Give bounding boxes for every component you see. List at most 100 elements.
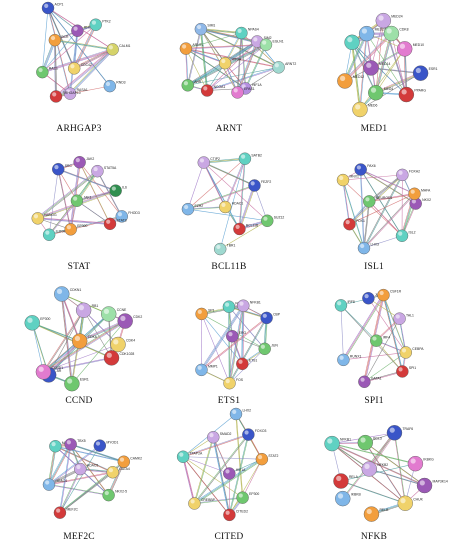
node-label: SMAD2 (220, 432, 232, 436)
node-circle (397, 495, 413, 511)
node-circle (226, 330, 239, 343)
node-circle (207, 431, 220, 444)
node-highlight (66, 89, 71, 94)
network-edge (57, 168, 116, 191)
network-node: EP300 (236, 491, 259, 504)
node-highlight (38, 67, 43, 73)
network-node: EPAS1 (231, 86, 255, 99)
network-edge (49, 472, 114, 486)
network-edge (228, 306, 230, 383)
node-circle (223, 376, 236, 390)
network-edge (224, 44, 267, 64)
node-highlight (66, 225, 71, 230)
network-edge (79, 320, 126, 342)
network-edge (76, 190, 116, 201)
node-circle (377, 288, 390, 302)
node-label: TAL1 (406, 313, 414, 317)
node-circle (181, 202, 195, 216)
edge-group (182, 413, 263, 516)
node-circle (110, 336, 126, 353)
network-node: MED14 (363, 60, 390, 76)
network-edge (201, 305, 244, 371)
network-edge (204, 162, 256, 187)
node-label: ETS1 (249, 358, 258, 362)
network-edge (360, 169, 403, 237)
node-highlight (235, 224, 240, 229)
network-graph: JUNETS1FOSMMP1ERGSP1RUNX1NFKB1CBP (195, 299, 281, 390)
network-edge (238, 158, 245, 229)
node-label: MEF2C (66, 507, 78, 511)
node-highlight (401, 89, 407, 95)
network-edge (54, 39, 113, 50)
network-edge (364, 175, 403, 249)
network-edge (185, 48, 226, 64)
network-edge (228, 306, 267, 319)
node-circle (362, 292, 375, 305)
network-node: SRC (52, 163, 72, 176)
network-node: EZH2 (181, 202, 203, 216)
node-highlight (51, 442, 56, 447)
network-edge (224, 40, 257, 63)
node-label: NANOG (44, 213, 57, 217)
network-node: RELB (363, 506, 389, 522)
node-highlight (274, 63, 279, 68)
network-graph: CEBPASPI1GATA1RUNX1IRF4IRF8JUNCSF1RTAL1 (334, 288, 424, 388)
node-label: MNX1 (349, 175, 359, 179)
node-label: PDX1 (356, 219, 365, 223)
network-edge (200, 28, 279, 67)
node-circle (363, 60, 379, 76)
node-highlight (70, 64, 75, 69)
node-highlight (44, 3, 49, 8)
node-circle (335, 490, 351, 507)
node-highlight (52, 92, 57, 97)
node-circle (363, 506, 380, 522)
node-circle (260, 311, 273, 325)
network-edge (77, 200, 111, 225)
network-edge (331, 442, 424, 486)
node-highlight (233, 88, 238, 93)
node-label: RHOA (84, 25, 95, 29)
node-label: TBR1 (227, 244, 236, 248)
node-circle (101, 306, 117, 322)
network-node: MAP3K14 (416, 477, 448, 494)
node-highlight (241, 154, 246, 159)
network-edge (351, 41, 360, 109)
network-edge (343, 180, 365, 249)
node-highlight (73, 26, 78, 31)
network-edge (345, 34, 393, 82)
node-circle (258, 342, 271, 356)
node-circle (248, 179, 261, 192)
node-label: ESR1 (80, 378, 89, 382)
node-label: MAFA (421, 188, 431, 192)
network-edge (382, 294, 406, 353)
network-node: CDKN1 (54, 286, 81, 302)
node-highlight (108, 45, 113, 50)
node-highlight (395, 314, 400, 319)
node-circle (407, 455, 424, 472)
node-highlight (378, 15, 384, 21)
node-label: NCOA1 (214, 85, 226, 89)
node-label: CTIP2 (210, 157, 220, 161)
network-edge (203, 157, 245, 163)
network-node: MYOD1 (93, 439, 118, 452)
network-edge (242, 459, 263, 498)
network-node: RHOA (71, 24, 95, 37)
network-edge (370, 20, 384, 69)
node-highlight (389, 427, 395, 433)
node-label: MED6 (368, 103, 378, 107)
network-panel-spi1: CEBPASPI1GATA1RUNX1IRF4IRF8JUNCSF1RTAL1 (303, 278, 451, 415)
network-edge (374, 72, 421, 93)
node-highlight (66, 440, 71, 445)
network-edge (182, 456, 195, 504)
node-label: MED14 (379, 62, 390, 66)
network-node: CCND1 (35, 364, 63, 380)
network-edge (229, 459, 263, 516)
network-edge (360, 168, 415, 194)
network-edge (54, 40, 57, 97)
network-node: AHR (181, 79, 202, 92)
node-circle (399, 346, 412, 359)
network-edge (48, 8, 76, 70)
node-highlight (75, 158, 80, 163)
